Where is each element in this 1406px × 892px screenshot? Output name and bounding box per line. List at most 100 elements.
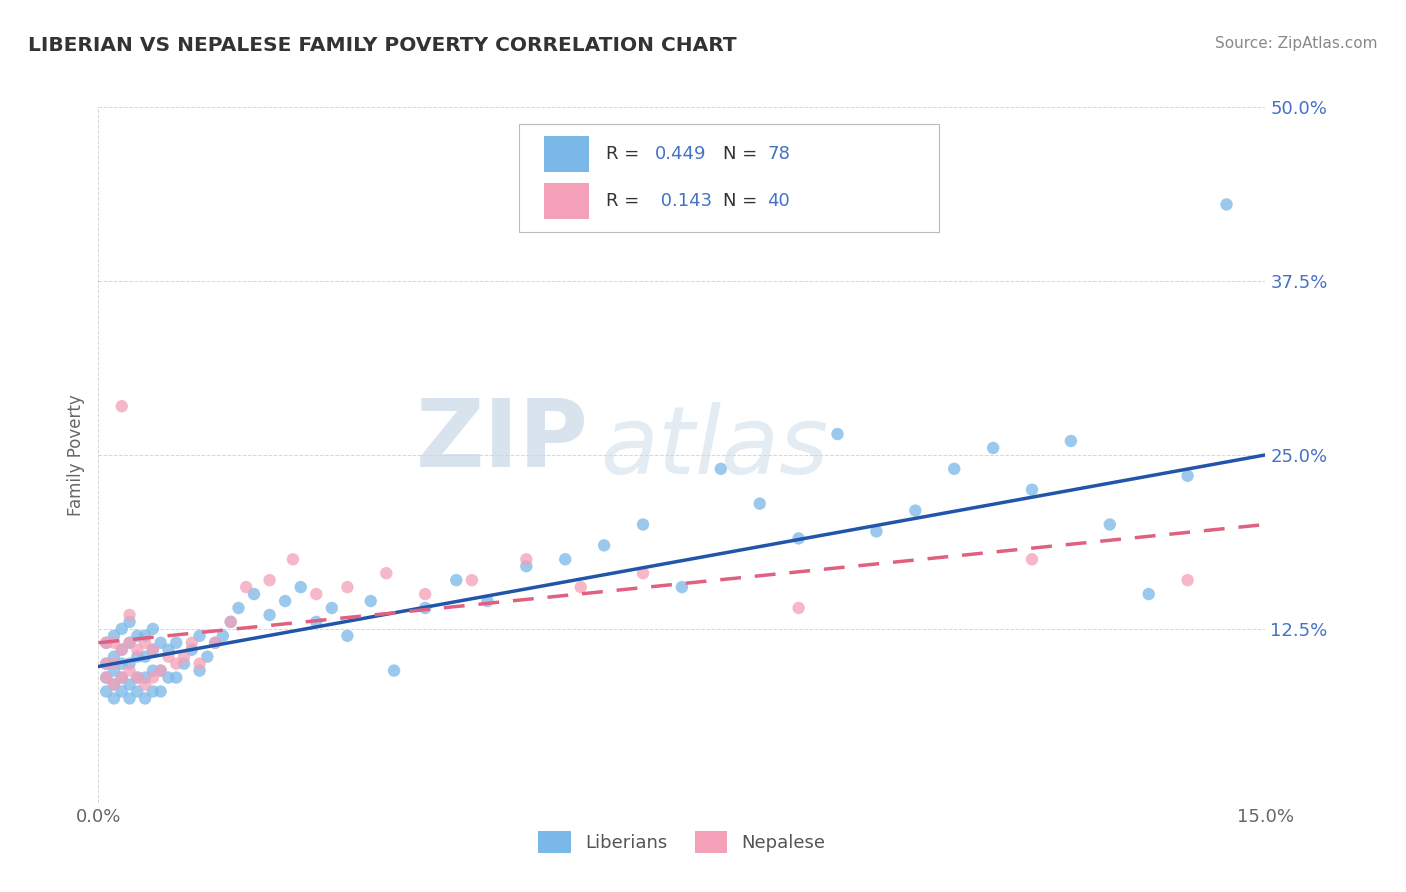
Point xyxy=(1137,587,1160,601)
Point xyxy=(142,642,165,657)
Point xyxy=(96,671,118,685)
Point xyxy=(382,664,405,678)
Point xyxy=(111,671,134,685)
Point xyxy=(787,601,810,615)
Point xyxy=(134,629,156,643)
Point xyxy=(103,629,125,643)
Legend: Liberians, Nepalese: Liberians, Nepalese xyxy=(531,823,832,860)
Point xyxy=(243,587,266,601)
Text: N =: N = xyxy=(723,192,762,210)
Point xyxy=(671,580,693,594)
Point xyxy=(142,664,165,678)
Point xyxy=(827,427,849,442)
Point xyxy=(259,607,281,622)
Point xyxy=(118,691,141,706)
Point xyxy=(290,580,312,594)
Point xyxy=(142,622,165,636)
Point xyxy=(118,677,141,691)
Point xyxy=(165,657,187,671)
Point xyxy=(336,580,359,594)
Point xyxy=(118,636,141,650)
Point xyxy=(204,636,226,650)
Point xyxy=(111,642,134,657)
Point xyxy=(142,684,165,698)
Point xyxy=(1098,517,1121,532)
Point xyxy=(103,664,125,678)
Point xyxy=(96,636,118,650)
Point xyxy=(1021,552,1043,566)
Point xyxy=(173,657,195,671)
Point xyxy=(305,587,328,601)
Point xyxy=(336,629,359,643)
Point xyxy=(631,517,654,532)
Point xyxy=(103,677,125,691)
Point xyxy=(515,559,537,574)
Text: R =: R = xyxy=(606,192,645,210)
Point xyxy=(111,671,134,685)
Point xyxy=(904,503,927,517)
Point xyxy=(96,636,118,650)
Point xyxy=(274,594,297,608)
Point xyxy=(219,615,242,629)
Point xyxy=(118,615,141,629)
Point xyxy=(149,684,172,698)
Point xyxy=(515,552,537,566)
Point xyxy=(96,657,118,671)
Y-axis label: Family Poverty: Family Poverty xyxy=(66,394,84,516)
Text: N =: N = xyxy=(723,145,762,162)
Text: ZIP: ZIP xyxy=(416,395,589,487)
Point xyxy=(118,664,141,678)
Point xyxy=(134,671,156,685)
Point xyxy=(142,671,165,685)
Point xyxy=(1177,573,1199,587)
Point xyxy=(235,580,257,594)
Text: 0.143: 0.143 xyxy=(655,192,713,210)
Point xyxy=(748,497,770,511)
Point xyxy=(188,629,211,643)
Point xyxy=(134,649,156,664)
Point xyxy=(865,524,887,539)
Point xyxy=(118,607,141,622)
Point xyxy=(188,657,211,671)
Point xyxy=(118,657,141,671)
Point xyxy=(259,573,281,587)
Point xyxy=(157,671,180,685)
Point xyxy=(127,649,149,664)
Point xyxy=(281,552,304,566)
Point xyxy=(228,601,250,615)
Point xyxy=(188,664,211,678)
Point xyxy=(180,636,202,650)
Point xyxy=(134,636,156,650)
Point xyxy=(1021,483,1043,497)
Point xyxy=(149,664,172,678)
Point xyxy=(1215,197,1237,211)
Text: 78: 78 xyxy=(768,145,790,162)
Point xyxy=(461,573,484,587)
Point xyxy=(219,615,242,629)
Point xyxy=(134,677,156,691)
Point xyxy=(96,671,118,685)
Point xyxy=(446,573,468,587)
Point xyxy=(375,566,398,581)
Point xyxy=(96,657,118,671)
Point xyxy=(981,441,1004,455)
Text: LIBERIAN VS NEPALESE FAMILY POVERTY CORRELATION CHART: LIBERIAN VS NEPALESE FAMILY POVERTY CORR… xyxy=(28,36,737,54)
Point xyxy=(321,601,343,615)
Point xyxy=(118,636,141,650)
Point xyxy=(413,601,436,615)
Point xyxy=(180,642,202,657)
FancyBboxPatch shape xyxy=(519,124,939,232)
Point xyxy=(360,594,382,608)
Point xyxy=(127,671,149,685)
Point xyxy=(1060,434,1083,448)
Point xyxy=(103,691,125,706)
Text: R =: R = xyxy=(606,145,645,162)
Point xyxy=(134,691,156,706)
Point xyxy=(111,622,134,636)
Text: 0.449: 0.449 xyxy=(655,145,707,162)
Point xyxy=(554,552,576,566)
Point xyxy=(165,671,187,685)
Point xyxy=(157,642,180,657)
Point xyxy=(212,629,235,643)
Point xyxy=(710,462,733,476)
